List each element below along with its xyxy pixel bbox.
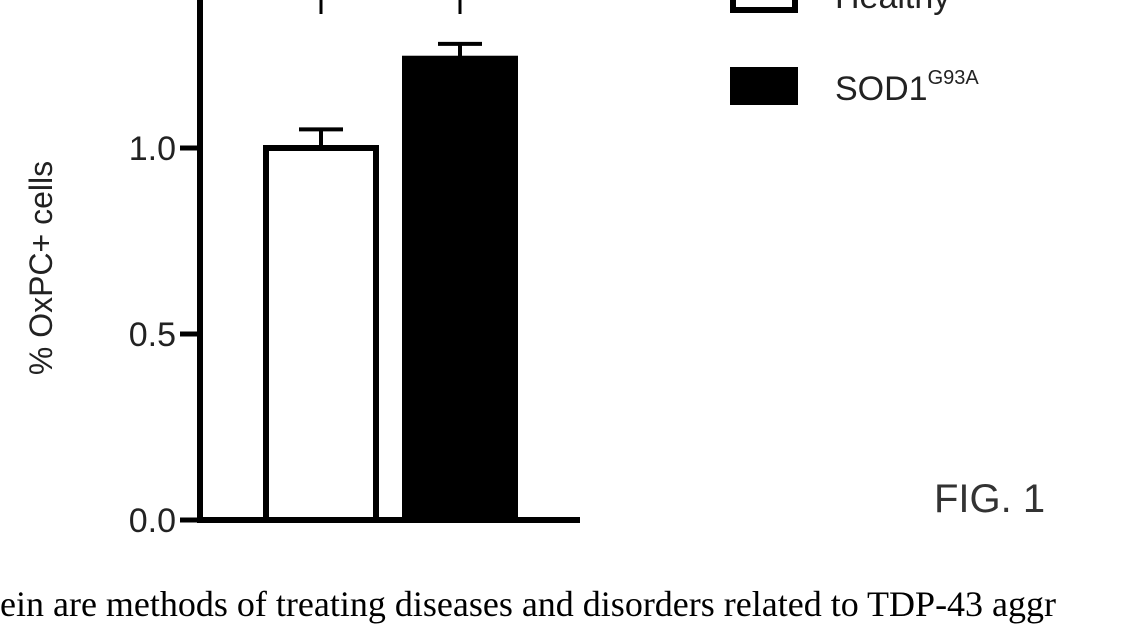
legend-label-superscript: G93A: [928, 67, 980, 89]
figure-label: FIG. 1: [934, 477, 1045, 521]
chart-bars: [263, 0, 518, 523]
bar: [402, 55, 518, 523]
legend-swatch-healthy: [730, 0, 798, 13]
legend-label: SOD1G93A: [835, 67, 979, 108]
y-tick-label: 1.0: [129, 130, 176, 168]
body-text: ein are methods of treating diseases and…: [0, 584, 1057, 624]
y-axis-title: % OxPC+ cells: [23, 161, 59, 375]
y-tick-label: 0.5: [129, 316, 176, 354]
legend-label: Healthy: [835, 0, 950, 16]
chart-axes: 0.0 0.5 1.0: [129, 0, 580, 540]
bar-chart: 0.00.51.0 HealthySOD1G93A % OxPC+ cells …: [23, 0, 1045, 540]
legend-swatch-sod1: [730, 67, 798, 105]
bar: [263, 145, 379, 523]
chart-legend: Healthy SOD1G93A: [730, 0, 979, 108]
y-tick-label: 0.0: [129, 502, 176, 540]
